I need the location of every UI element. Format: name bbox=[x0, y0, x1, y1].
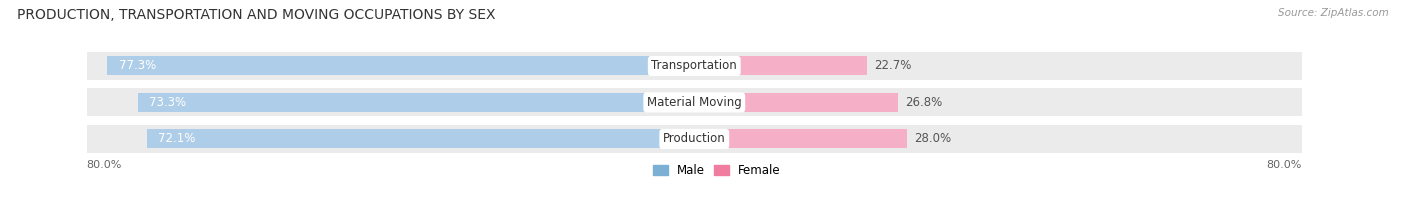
Bar bbox=[146, 129, 695, 148]
Bar bbox=[87, 88, 695, 116]
Bar bbox=[695, 52, 1302, 80]
Text: 26.8%: 26.8% bbox=[905, 96, 942, 109]
Text: PRODUCTION, TRANSPORTATION AND MOVING OCCUPATIONS BY SEX: PRODUCTION, TRANSPORTATION AND MOVING OC… bbox=[17, 8, 495, 22]
Text: Source: ZipAtlas.com: Source: ZipAtlas.com bbox=[1278, 8, 1389, 18]
Text: Production: Production bbox=[662, 132, 725, 145]
Bar bbox=[695, 57, 866, 75]
Bar bbox=[87, 125, 695, 153]
Text: Transportation: Transportation bbox=[651, 59, 737, 72]
Text: 77.3%: 77.3% bbox=[118, 59, 156, 72]
Bar bbox=[138, 93, 695, 112]
Legend: Male, Female: Male, Female bbox=[648, 159, 786, 182]
Bar bbox=[695, 93, 898, 112]
Text: 80.0%: 80.0% bbox=[1267, 160, 1302, 170]
Bar bbox=[695, 125, 1302, 153]
Text: 72.1%: 72.1% bbox=[157, 132, 195, 145]
Bar bbox=[695, 129, 907, 148]
Text: 80.0%: 80.0% bbox=[87, 160, 122, 170]
Text: 28.0%: 28.0% bbox=[914, 132, 952, 145]
Bar bbox=[87, 52, 695, 80]
Text: 22.7%: 22.7% bbox=[875, 59, 911, 72]
Bar bbox=[107, 57, 695, 75]
Bar bbox=[695, 88, 1302, 116]
Text: Material Moving: Material Moving bbox=[647, 96, 741, 109]
Text: 73.3%: 73.3% bbox=[149, 96, 186, 109]
